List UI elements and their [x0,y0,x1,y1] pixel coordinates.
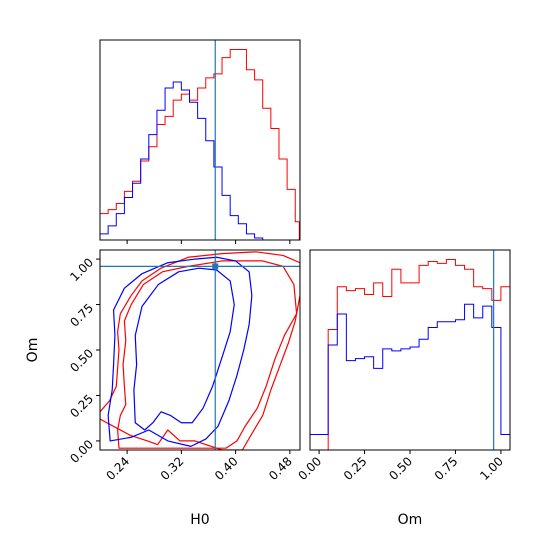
contour-blue-level-1 [107,256,253,447]
om-hist-blue-series [310,303,510,450]
joint-truth-marker [212,263,219,270]
h0-hist-blue-series [100,81,300,240]
y-axis-label-om: Om [25,338,41,363]
contour-red-level-1 [117,260,298,449]
h0-hist-frame [99,39,301,241]
om-hist-red-series [310,259,510,450]
h0-histogram-panel [99,39,301,244]
contour-blue-level-2 [133,267,235,431]
x-axis-label-h0: H0 [190,512,209,528]
contour-red-level-2 [100,251,300,450]
x-axis-label-om: Om [398,512,423,528]
